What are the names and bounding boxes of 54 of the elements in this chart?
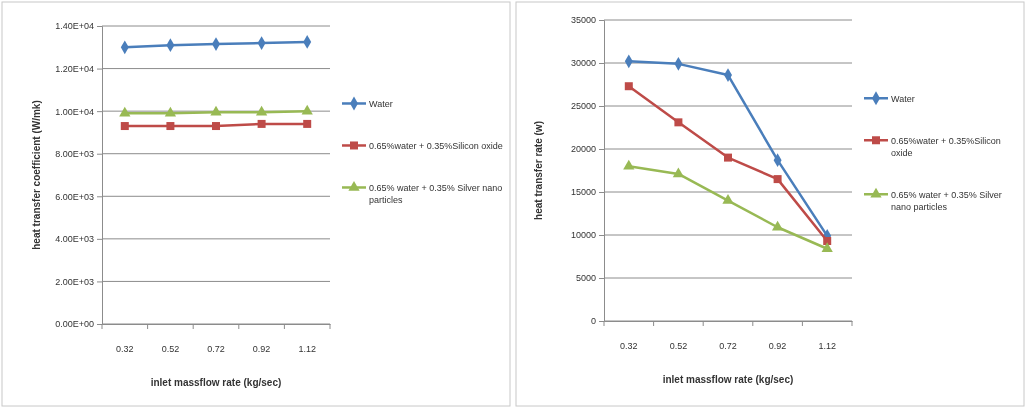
point xyxy=(120,122,129,131)
legend-label: Water xyxy=(891,93,915,104)
point xyxy=(823,237,832,246)
y-tick-label: 10000 xyxy=(570,230,596,241)
point xyxy=(821,242,833,253)
y-tick-label: 5000 xyxy=(575,273,596,284)
y-tick-label: 1.20E+04 xyxy=(55,63,94,74)
x-tick-label: 1.12 xyxy=(818,341,836,352)
y-axis-title: heat transfer coefficient (W/mk) xyxy=(31,100,42,250)
y-tick-label: 8.00E+03 xyxy=(55,149,94,160)
y-tick-label: 35000 xyxy=(570,15,596,26)
point xyxy=(164,106,177,117)
y-tick-label: 0.00E+00 xyxy=(55,319,94,330)
point xyxy=(722,194,734,204)
point xyxy=(771,220,784,231)
legend-label: 0.65%water + 0.35%Silicon oxide xyxy=(369,140,503,151)
y-tick-label: 1.00E+04 xyxy=(55,106,94,117)
point xyxy=(166,122,175,131)
x-tick-label: 1.12 xyxy=(298,344,316,355)
point xyxy=(255,105,268,116)
x-tick-label: 0.32 xyxy=(116,344,134,355)
y-tick-label: 25000 xyxy=(570,101,596,112)
legend-label: 0.65% water + 0.35% Silver nano particles xyxy=(891,189,1002,212)
x-tick-label: 0.92 xyxy=(252,344,271,355)
y-tick-label: 4.00E+03 xyxy=(55,234,94,245)
y-tick-label: 30000 xyxy=(570,58,596,69)
y-tick-label: 2.00E+03 xyxy=(55,276,94,287)
x-axis-title: inlet massflow rate (kg/sec) xyxy=(150,377,282,388)
point xyxy=(624,82,633,91)
point xyxy=(773,175,782,184)
legend-label: 0.65% water + 0.35% Silver nano particles xyxy=(369,182,503,205)
point xyxy=(257,119,266,128)
y-axis-title: heat transfer rate (w) xyxy=(533,121,544,220)
point xyxy=(623,159,635,170)
point xyxy=(674,118,683,127)
x-tick-label: 0.72 xyxy=(207,344,225,355)
x-tick-label: 0.32 xyxy=(620,341,638,352)
legend-label: 0.65%water + 0.35%Silicon oxide xyxy=(891,135,1001,158)
point xyxy=(212,122,220,131)
x-tick-label: 0.52 xyxy=(669,341,688,352)
x-tick-label: 0.72 xyxy=(719,341,737,352)
point xyxy=(724,153,732,162)
y-tick-label: 15000 xyxy=(570,187,596,198)
point xyxy=(119,106,131,117)
y-tick-label: 0 xyxy=(590,316,596,327)
y-tick-label: 6.00E+03 xyxy=(55,191,94,202)
legend-label: Water xyxy=(369,98,393,109)
x-axis-title: inlet massflow rate (kg/sec) xyxy=(662,374,794,385)
point xyxy=(301,104,313,115)
y-tick-label: 20000 xyxy=(570,144,596,155)
x-tick-label: 0.52 xyxy=(161,344,180,355)
point xyxy=(303,119,312,128)
x-tick-label: 0.92 xyxy=(768,341,787,352)
y-tick-label: 1.40E+04 xyxy=(55,21,94,32)
